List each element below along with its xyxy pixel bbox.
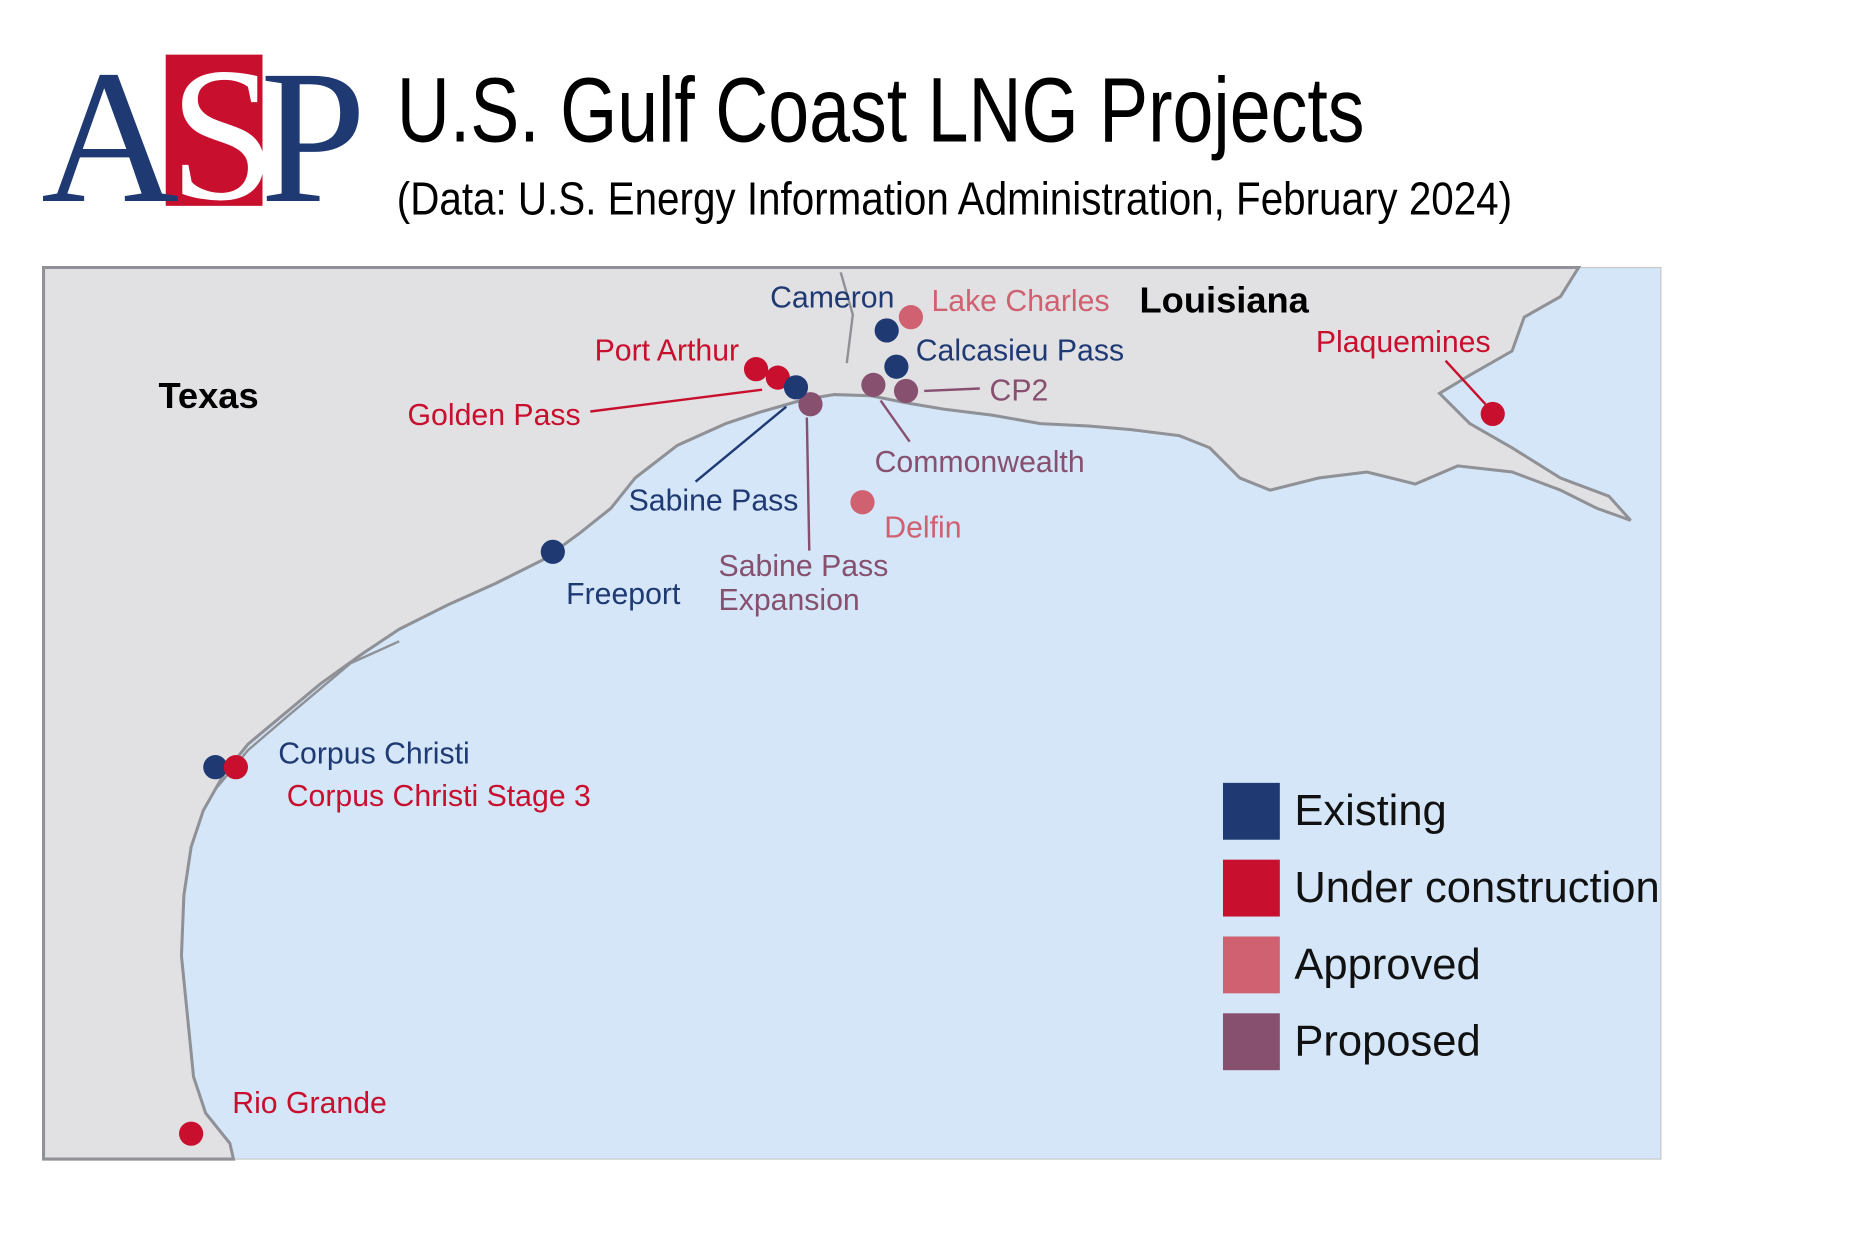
site-dot: [1480, 401, 1505, 427]
title: U.S. Gulf Coast LNG Projects: [397, 60, 1365, 162]
site-label: Sabine Pass: [719, 550, 889, 583]
legend-swatch: [1222, 782, 1280, 840]
site-dot: [798, 392, 823, 417]
site-label: Commonwealth: [875, 446, 1085, 479]
site-dot: [179, 1121, 204, 1146]
site-label: Rio Grande: [232, 1087, 387, 1120]
site-dot: [783, 375, 809, 400]
leader-line: [879, 399, 911, 443]
site-label: Corpus Christi: [278, 738, 470, 771]
region-label: Texas: [158, 375, 258, 416]
site-label: Lake Charles: [931, 285, 1109, 318]
site-dot: [893, 378, 919, 404]
legend-label: Proposed: [1294, 1018, 1480, 1066]
map: [42, 266, 1662, 1161]
legend-label: Under construction: [1294, 864, 1659, 912]
subtitle: (Data: U.S. Energy Information Administr…: [397, 172, 1512, 224]
logo-letter: P: [260, 32, 366, 243]
legend-swatch: [1222, 859, 1280, 917]
site-dot: [850, 490, 875, 515]
site-dot: [765, 365, 790, 390]
leader-line: [805, 417, 811, 551]
site-label: Delfin: [884, 511, 961, 544]
site-dot: [898, 305, 923, 330]
legend-label: Approved: [1294, 941, 1480, 989]
site-dot: [203, 755, 228, 780]
site-label: Freeport: [566, 578, 681, 611]
sites: [179, 305, 1505, 1146]
leader-line: [924, 387, 980, 393]
logo-letter: S: [169, 30, 275, 241]
site-label: Calcasieu Pass: [916, 335, 1124, 368]
site-label: Corpus Christi Stage 3: [287, 780, 591, 813]
leader-line: [1444, 359, 1487, 406]
legend-swatch: [1222, 1013, 1280, 1071]
region-label: Louisiana: [1140, 279, 1310, 320]
site-labels: Cameron Lake Charles Port Arthur Golden …: [232, 281, 1490, 1120]
site-dot: [884, 354, 909, 379]
logo-letter: A: [41, 32, 179, 243]
legend: Existing Under construction Approved Propos…: [1222, 782, 1660, 1071]
land: [42, 266, 1632, 1161]
leader-line: [694, 405, 788, 483]
site-label: Expansion: [719, 584, 860, 617]
site-label: Cameron: [770, 281, 894, 314]
site-dot: [223, 755, 248, 780]
legend-swatch: [1222, 936, 1280, 994]
site-label: Port Arthur: [595, 335, 740, 368]
logo-box: [165, 54, 263, 206]
leader-line: [590, 388, 763, 413]
site-label: Golden Pass: [408, 399, 581, 432]
site-dot: [861, 372, 886, 397]
legend-label: Existing: [1294, 787, 1446, 835]
site-dot: [874, 318, 899, 343]
site-label: CP2: [990, 375, 1049, 408]
site-label: Sabine Pass: [629, 485, 799, 518]
site-label: Plaquemines: [1316, 326, 1491, 359]
leaders: [590, 359, 1487, 551]
site-dot: [540, 539, 565, 564]
site-dot: [743, 357, 769, 382]
